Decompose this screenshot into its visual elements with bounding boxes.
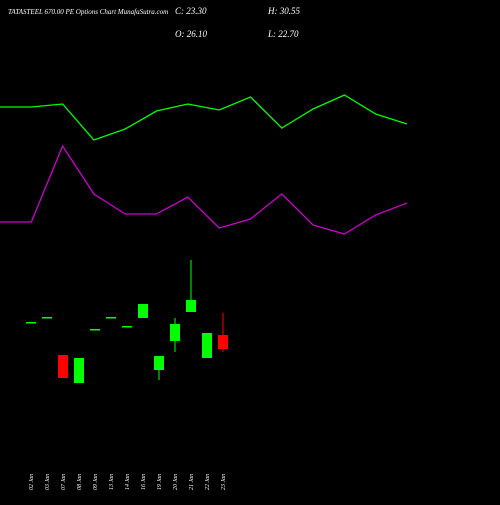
x-tick-label: 22 Jan <box>205 474 211 490</box>
low-info: L: 22.70 <box>267 29 299 39</box>
x-tick-label: 13 Jan <box>109 474 115 490</box>
x-tick-label: 20 Jan <box>173 474 179 490</box>
indicator-line <box>0 94 408 141</box>
candle-body <box>106 317 116 319</box>
x-tick-label: 23 Jan <box>221 474 227 490</box>
chart-title: TATASTEEL 670.00 PE Options Chart Munafa… <box>8 8 168 16</box>
x-tick-label: 02 Jan <box>29 474 35 490</box>
candle-body <box>42 317 52 319</box>
candle-body <box>154 356 164 370</box>
candle-body <box>58 355 68 378</box>
x-tick-label: 16 Jan <box>141 474 147 490</box>
x-tick-label: 14 Jan <box>124 474 131 490</box>
high-info: H: 30.55 <box>267 6 300 16</box>
candle-body <box>122 326 132 328</box>
candle-body <box>218 335 228 349</box>
candle-body <box>26 322 36 324</box>
x-tick-label: 21 Jan <box>189 474 195 490</box>
close-info: C: 23.30 <box>175 6 207 16</box>
open-info: O: 26.10 <box>175 29 207 39</box>
indicator-line <box>0 144 408 235</box>
candle-body <box>186 300 196 312</box>
candle-body <box>138 304 148 318</box>
x-tick-label: 07 Jan <box>61 474 67 490</box>
x-tick-label: 03 Jan <box>45 474 51 490</box>
x-tick-label: 19 Jan <box>157 474 163 490</box>
x-tick-label: 08 Jan <box>77 474 83 490</box>
x-tick-label: 09 Jan <box>93 474 99 490</box>
candle-body <box>74 358 84 383</box>
candle-body <box>90 329 100 331</box>
candle-body <box>202 333 212 358</box>
candle-body <box>170 324 180 341</box>
